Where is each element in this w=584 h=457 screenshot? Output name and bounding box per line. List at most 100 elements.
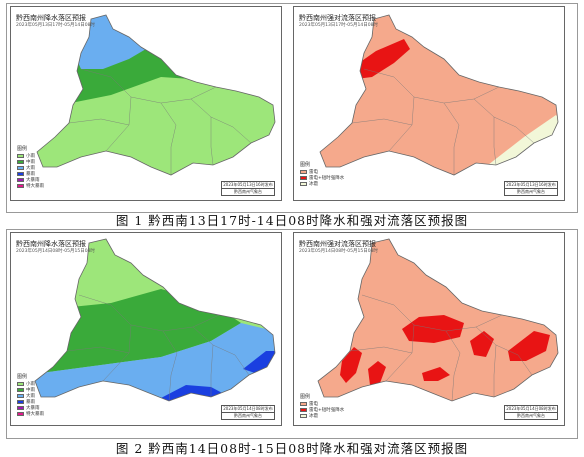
stamp-date: 2023年05月14日08时发布 [506,406,556,411]
legend-label: 冰雹 [309,182,318,187]
legend-item: 特大暴雨 [17,411,44,417]
legend-item: 大暴雨 [17,405,44,411]
fig1-convection-panel: 黔西南州强对流落区预报 2023年05月13日17时-05月14日08时 图例 … [293,6,565,201]
issue-stamp: 2023年05月14日08时发布 黔西南州气象台 [221,405,275,420]
legend-swatch [300,182,307,186]
thunder-heavy-rain-zone [508,331,550,361]
legend-swatch [17,382,24,386]
legend-swatch [17,172,24,176]
county-boundaries [68,68,252,175]
rain-legend: 图例 小雨 中雨 大雨 暴雨 大暴雨 特大暴雨 [17,373,44,417]
legend-item: 冰雹 [300,181,344,187]
rain-legend: 图例 小雨 中雨 大雨 暴雨 大暴雨 特大暴雨 [17,145,44,189]
legend-swatch [17,388,24,392]
prefecture-boundary [36,14,276,176]
legend-label: 暴雨 [26,400,35,405]
convection-legend: 图例 雷电 雷电+短时强降水 冰雹 [300,161,344,187]
legend-title: 图例 [17,374,28,380]
legend-swatch [300,170,307,174]
panel-title: 黔西南州降水落区预报 [16,240,86,248]
thunder-heavy-rain-zone [368,361,386,385]
legend-label: 大雨 [26,394,35,399]
legend-item: 冰雹 [300,413,344,419]
legend-swatch [17,412,24,416]
legend-swatch [17,184,24,188]
legend-label: 小雨 [26,154,35,159]
panel-subtitle: 2023年05月13日17时-05月14日08时 [16,23,95,28]
panel-subtitle: 2023年05月13日17时-05月14日08时 [299,23,378,28]
thunder-heavy-rain-zone [402,315,464,343]
legend-swatch [17,406,24,410]
county-boundaries [349,294,533,402]
fig2-rain-panel: 黔西南州降水落区预报 2023年05月14日08时-05月15日08时 图例 小… [10,232,282,426]
county-boundaries [66,294,250,402]
legend-swatch [300,176,307,180]
legend-item: 中雨 [17,159,44,165]
fig2-convection-panel: 黔西南州强对流落区预报 2023年05月14日08时-05月15日08时 图例 … [293,232,565,426]
county-boundaries [351,68,535,175]
stamp-date: 2023年05月13日16时发布 [506,182,556,187]
legend-item: 特大暴雨 [17,183,44,189]
legend-item: 大雨 [17,393,44,399]
legend-item: 暴雨 [17,399,44,405]
legend-title: 图例 [300,162,311,168]
legend-label: 特大暴雨 [26,412,44,417]
legend-title: 图例 [17,146,28,152]
fig1-convection-map [319,14,559,176]
legend-label: 雷电 [309,170,318,175]
legend-item: 大暴雨 [17,177,44,183]
stamp-date: 2023年05月13日16时发布 [223,182,273,187]
legend-label: 小雨 [26,382,35,387]
convection-legend: 图例 雷电 雷电+短时强降水 冰雹 [300,393,344,419]
prefecture-boundary [317,238,559,402]
legend-label: 中雨 [26,160,35,165]
legend-swatch [17,160,24,164]
thunder-heavy-rain-zone [470,331,494,357]
legend-swatch [300,402,307,406]
prefecture-boundary [34,238,276,402]
issue-stamp: 2023年05月13日16时发布 黔西南州气象台 [504,181,558,196]
legend-item: 雷电+短时强降水 [300,175,344,181]
legend-swatch [17,178,24,182]
stamp-org: 黔西南州气象台 [222,188,274,195]
figure-1-frame [6,3,578,213]
legend-item: 雷电 [300,401,344,407]
legend-swatch [300,408,307,412]
legend-item: 大雨 [17,165,44,171]
panel-title: 黔西南州强对流落区预报 [299,14,376,22]
light-rain-zone [37,15,275,175]
panel-title: 黔西南州降水落区预报 [16,14,86,22]
legend-label: 大暴雨 [26,178,40,183]
prefecture-boundary [319,14,559,176]
figure-2-caption: 图 2 黔西南14日08时-15日08时降水和强对流落区预报图 [115,441,469,456]
legend-label: 雷电+短时强降水 [309,408,345,413]
legend-swatch [17,400,24,404]
stamp-date: 2023年05月14日08时发布 [223,406,273,411]
heavy-rain-zone [35,323,275,401]
legend-label: 大暴雨 [26,406,40,411]
panel-subtitle: 2023年05月14日08时-05月15日08时 [16,249,95,254]
legend-item: 小雨 [17,381,44,387]
legend-label: 大雨 [26,166,35,171]
legend-label: 中雨 [26,388,35,393]
legend-item: 小雨 [17,153,44,159]
legend-label: 特大暴雨 [26,184,44,189]
legend-label: 冰雹 [309,414,318,419]
legend-label: 雷电 [309,402,318,407]
thunder-heavy-rain-zone [356,39,410,79]
thunder-heavy-rain-zone [340,347,362,383]
issue-stamp: 2023年05月14日08时发布 黔西南州气象台 [504,405,558,420]
figure-1-caption: 图 1 黔西南13日17时-14日08时降水和强对流落区预报图 [115,213,469,228]
legend-swatch [300,414,307,418]
stamp-org: 黔西南州气象台 [505,188,557,195]
legend-title: 图例 [300,394,311,400]
fig2-convection-map [317,238,559,402]
panel-subtitle: 2023年05月14日08时-05月15日08时 [299,249,378,254]
fig2-rain-map [34,238,276,402]
legend-swatch [17,394,24,398]
figure-2-frame [6,229,578,439]
issue-stamp: 2023年05月13日16时发布 黔西南州气象台 [221,181,275,196]
legend-item: 雷电+短时强降水 [300,407,344,413]
stamp-org: 黔西南州气象台 [222,412,274,419]
legend-item: 暴雨 [17,171,44,177]
